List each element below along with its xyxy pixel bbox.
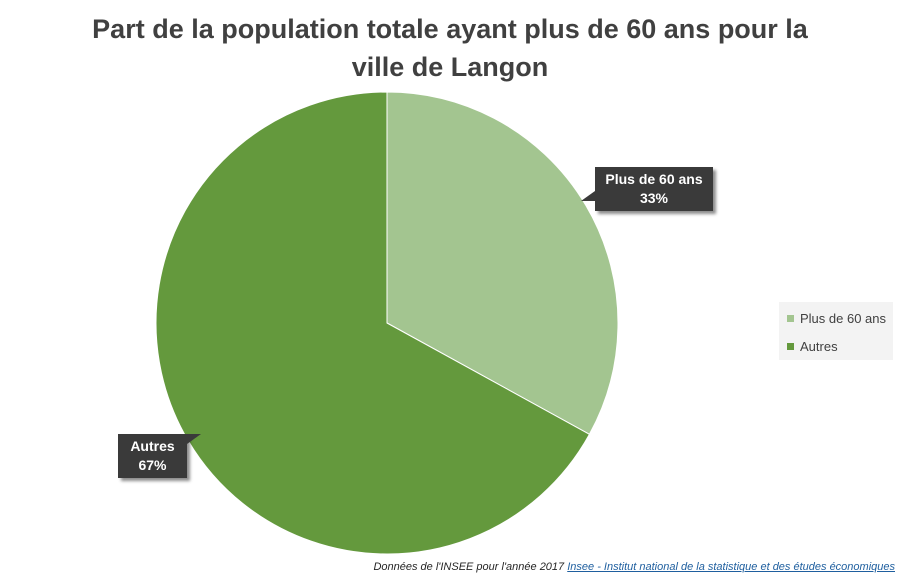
legend-item-plus-60: Plus de 60 ans bbox=[787, 311, 886, 326]
data-label-autres-value: 67% bbox=[138, 457, 167, 473]
legend-swatch-autres bbox=[787, 343, 794, 350]
legend-label-plus-60: Plus de 60 ans bbox=[800, 311, 887, 326]
data-label-autres-name: Autres bbox=[130, 438, 175, 454]
data-label-plus-60-value: 33% bbox=[639, 190, 669, 206]
legend-item-autres: Autres bbox=[787, 339, 838, 354]
chart-legend: Plus de 60 ans Autres bbox=[779, 302, 893, 360]
source-text: Données de l'INSEE pour l'année 2017 bbox=[373, 561, 565, 573]
data-label-plus-60: Plus de 60 ans 33% bbox=[581, 167, 713, 211]
source-footer: Données de l'INSEE pour l'année 2017 Ins… bbox=[373, 561, 895, 573]
chart-title-line1: Part de la population totale ayant plus … bbox=[92, 14, 808, 44]
chart-title-line2: ville de Langon bbox=[351, 52, 549, 82]
pie-slice-plus-60 bbox=[386, 91, 619, 435]
data-label-plus-60-name: Plus de 60 ans bbox=[605, 171, 703, 187]
chart-title: Part de la population totale ayant plus … bbox=[60, 10, 840, 86]
legend-label-autres: Autres bbox=[800, 339, 838, 354]
data-label-autres: Autres 67% bbox=[118, 434, 201, 478]
legend-swatch-plus-60 bbox=[787, 315, 794, 322]
source-link[interactable]: Insee - Institut national de la statisti… bbox=[567, 561, 895, 573]
